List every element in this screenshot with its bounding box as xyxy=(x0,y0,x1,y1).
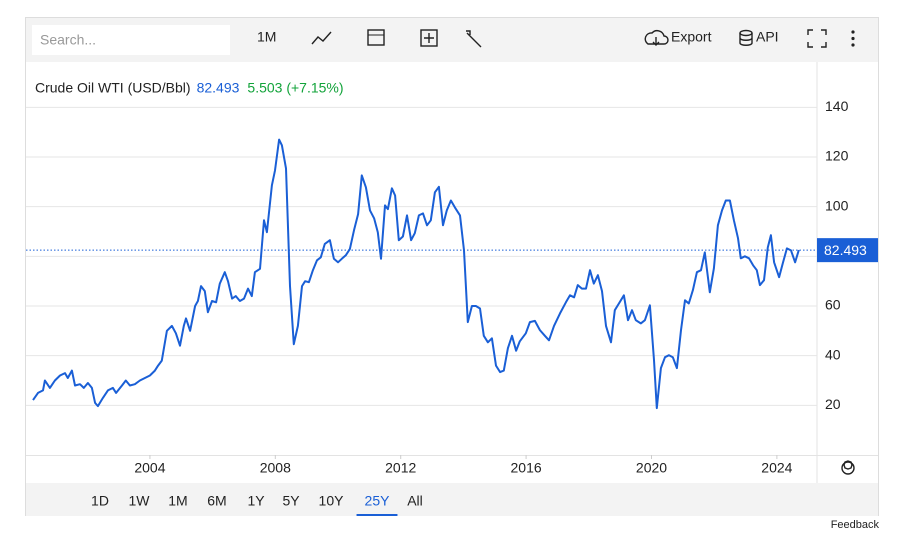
search-placeholder: Search... xyxy=(40,32,96,48)
export-button[interactable]: Export xyxy=(671,29,712,45)
export-icon[interactable] xyxy=(644,30,669,46)
y-tick-label: 20 xyxy=(825,396,841,412)
range-bar xyxy=(26,483,878,516)
chart-title: Crude Oil WTI (USD/Bbl) xyxy=(35,80,191,96)
menu-dot xyxy=(851,36,855,41)
range-button[interactable]: 1M xyxy=(168,493,187,509)
api-button[interactable]: API xyxy=(756,29,779,45)
y-tick-label: 140 xyxy=(825,98,849,114)
plot: 2040608010012014020042008201220162020202… xyxy=(26,98,878,476)
x-tick-label: 2008 xyxy=(260,460,291,476)
add-icon[interactable] xyxy=(420,29,438,47)
tools-icon[interactable] xyxy=(466,30,482,48)
range-button[interactable]: 5Y xyxy=(282,493,300,509)
range-button[interactable]: 1Y xyxy=(247,493,265,509)
api-icon-body xyxy=(739,33,753,46)
interval-button[interactable]: 1M xyxy=(257,29,276,45)
x-tick-label: 2016 xyxy=(511,460,542,476)
range-button[interactable]: 1D xyxy=(91,493,109,509)
y-tick-label: 60 xyxy=(825,297,841,313)
x-tick-label: 2024 xyxy=(761,460,792,476)
last-value-label: 82.493 xyxy=(824,242,867,258)
range-button[interactable]: 6M xyxy=(207,493,226,509)
last-value: 82.493 xyxy=(197,80,240,96)
x-tick-label: 2004 xyxy=(134,460,165,476)
range-button[interactable]: 10Y xyxy=(319,493,345,509)
frame xyxy=(25,17,879,516)
x-tick-label: 2020 xyxy=(636,460,667,476)
y-tick-label: 40 xyxy=(825,346,841,362)
last-value-badge xyxy=(817,238,878,263)
line-icon[interactable] xyxy=(311,31,332,45)
x-tick-label: 2012 xyxy=(385,460,416,476)
y-tick-label: 120 xyxy=(825,148,849,164)
add-icon-plus xyxy=(424,33,434,43)
price-line xyxy=(32,138,800,410)
menu-dot[interactable] xyxy=(851,30,855,34)
fullscreen-icon[interactable] xyxy=(807,29,827,48)
y-tick-label: 100 xyxy=(825,197,849,213)
range-button[interactable]: All xyxy=(407,493,423,509)
range-button[interactable]: 25Y xyxy=(365,493,391,509)
range-button[interactable]: 1W xyxy=(129,493,151,509)
feedback-link[interactable]: Feedback xyxy=(831,519,880,531)
settings-icon-ring xyxy=(841,461,855,475)
menu-dot xyxy=(851,43,855,47)
calendar-icon[interactable] xyxy=(367,29,385,46)
range-selected-underline xyxy=(356,514,398,516)
search-box[interactable] xyxy=(32,25,230,55)
change: 5.503 (+7.15%) xyxy=(247,80,343,96)
